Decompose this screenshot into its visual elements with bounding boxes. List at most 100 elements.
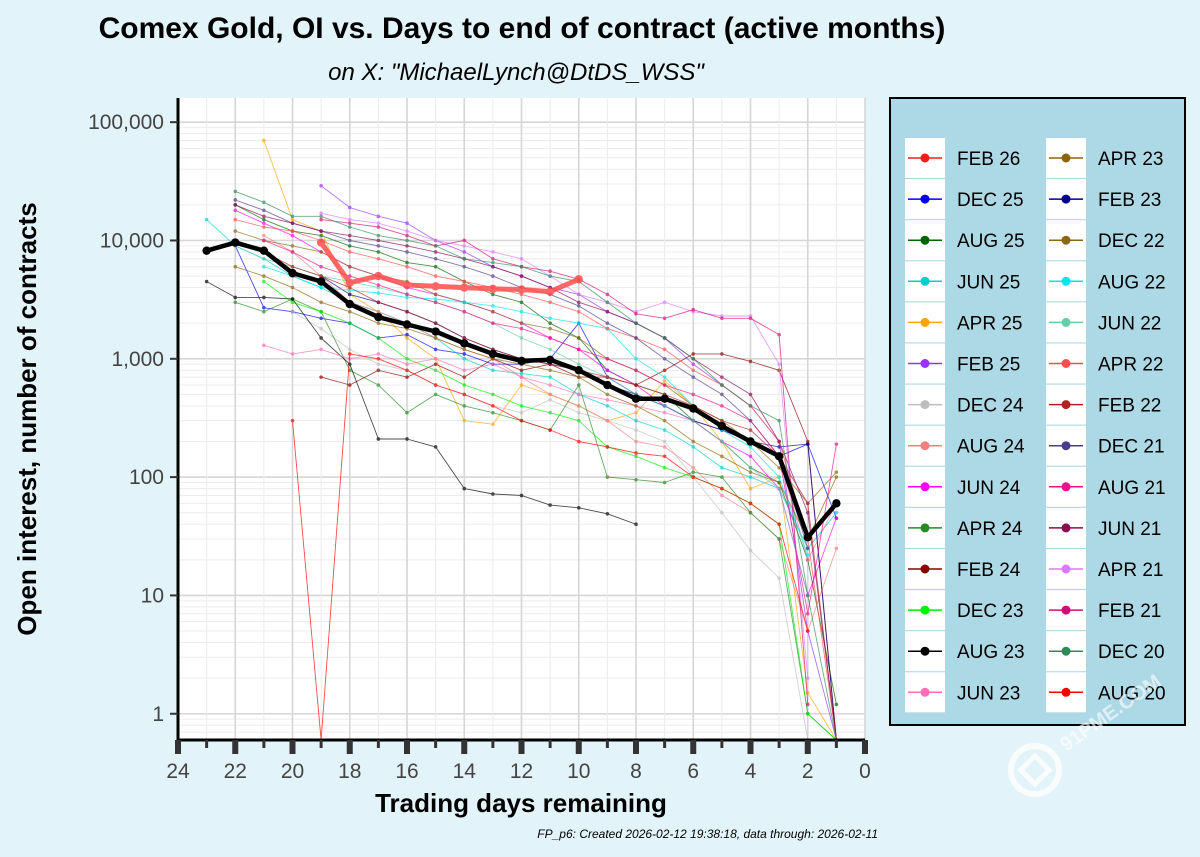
legend-label: APR 24 (957, 519, 1023, 540)
watermark-logo-icon (1008, 743, 1062, 797)
series-average-point (517, 356, 526, 366)
series-aug-21-point (319, 264, 323, 269)
legend-label: APR 25 (957, 313, 1022, 334)
series-dec-25-point (319, 316, 323, 321)
series-aug-25-point (433, 264, 438, 269)
series-aug-23-point (548, 503, 552, 507)
series-dec-20-point (319, 214, 323, 219)
series-apr-24-point (662, 480, 667, 485)
series-apr-22-point (576, 309, 581, 314)
x-tick-label: 4 (745, 760, 757, 783)
legend-key-point (1061, 564, 1071, 574)
series-aug-22-point (805, 553, 810, 557)
legend-item: JUN 24 (905, 466, 1021, 507)
series-apr-21-point (347, 217, 352, 222)
series-aug-20-point (662, 454, 667, 459)
series-apr-25-point (748, 486, 753, 491)
series-dec-22-point (491, 309, 495, 314)
legend-label: JUN 23 (957, 683, 1020, 704)
legend-label: FEB 25 (957, 355, 1020, 376)
series-aug-22-point (319, 285, 323, 290)
series-aug-20-point (634, 451, 638, 455)
series-jun-21-point (805, 510, 810, 515)
series-aug-21-point (720, 404, 724, 408)
series-apr-23-point (262, 274, 266, 278)
legend-key-point (920, 523, 930, 533)
series-aug-23-point (319, 336, 323, 340)
series-average-point (374, 312, 383, 322)
series-jun-22-point (519, 336, 524, 340)
series-feb-24-point (662, 368, 667, 373)
series-feb-22-point (605, 375, 610, 379)
series-feb-21-point (691, 307, 696, 312)
series-aug-25-point (834, 702, 839, 707)
series-apr-24-point (634, 477, 638, 482)
series-dec-24-point (347, 347, 352, 352)
series-feb-24-point (319, 375, 323, 379)
series-apr-22-point (433, 274, 438, 278)
series-dec-21-point (433, 256, 438, 261)
legend-label: FEB 23 (1098, 190, 1161, 211)
series-apr-23-point (433, 336, 438, 340)
series-dec-22-point (433, 292, 438, 297)
legend-item: JUN 25 (905, 261, 1020, 302)
series-dec-25-point (262, 305, 266, 310)
series-average-point (717, 421, 727, 431)
series-jun-21-point (347, 233, 352, 238)
series-dec-20-point (805, 593, 810, 598)
series-average-point (803, 533, 812, 542)
legend-key-point (1061, 153, 1071, 163)
series-jun-22-point (262, 256, 266, 261)
chart-subtitle: on X: "MichaelLynch@DtDS_WSS" (328, 59, 705, 86)
series-aug-20-point (548, 428, 552, 432)
series-feb-23-point (805, 442, 810, 446)
series-dec-22-point (290, 244, 295, 248)
legend-item: APR 22 (1046, 343, 1163, 384)
series-aug-25-point (347, 244, 352, 248)
series-feb-21-point (319, 217, 323, 222)
series-apr-23-line (235, 266, 837, 540)
series-feb-22-point (433, 321, 438, 325)
series-aug-21-point (662, 383, 667, 387)
series-dec-23-point (319, 309, 323, 314)
series-dec-24-point (319, 326, 323, 331)
series-jun-25-point (691, 445, 696, 449)
series-jun-25-point (634, 418, 638, 423)
x-tick-label: 14 (453, 760, 477, 783)
series-apr-22-point (691, 368, 696, 373)
series-dec-20-point (605, 300, 610, 305)
legend-item: FEB 24 (905, 549, 1021, 589)
legend-key-point (1061, 646, 1071, 656)
series-apr-23-point (777, 480, 781, 485)
series-dec-21-point (605, 321, 610, 325)
legend-key-point (1061, 523, 1071, 533)
series-feb-22-point (290, 264, 295, 269)
series-apr-22-point (662, 347, 667, 352)
legend-item: JUN 22 (1046, 302, 1161, 343)
series-dec-24-point (376, 362, 381, 367)
series-average-point (460, 339, 469, 348)
series-aug-23-point (376, 437, 381, 441)
series-jun-25-point (720, 465, 724, 470)
series-dec-21-point (634, 336, 638, 340)
legend-item: APR 21 (1046, 549, 1163, 589)
series-aug-20-point (347, 352, 352, 356)
series-dec-20-point (433, 244, 438, 248)
series-jun-21-point (576, 300, 581, 305)
series-aug-23-point (262, 295, 266, 300)
series-aug-22-point (748, 445, 753, 449)
series-aug-21-point (834, 442, 839, 446)
series-average-point (774, 452, 784, 461)
series-aug-20-point (748, 501, 753, 506)
series-dec-24-point (777, 576, 781, 580)
series-jun-23-point (605, 398, 610, 402)
series-feb-21-point (405, 233, 409, 238)
series-feb-24-point (376, 368, 381, 373)
series-aug-20-point (720, 486, 724, 491)
series-aug-24-point (834, 546, 839, 551)
legend-item: AUG 23 (905, 631, 1025, 672)
x-tick-label: 22 (224, 760, 247, 783)
series-jun-22-point (720, 439, 724, 444)
series-feb-24-point (405, 375, 409, 379)
